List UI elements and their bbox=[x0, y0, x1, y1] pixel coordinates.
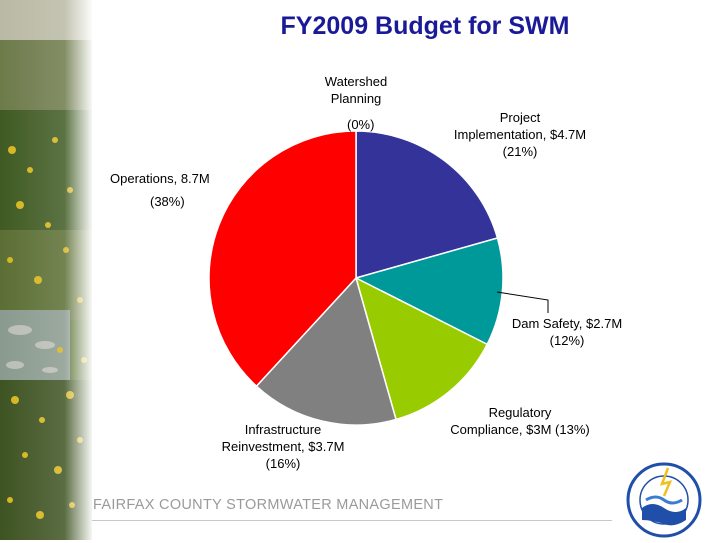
label-operations: Operations, 8.7M (38%) bbox=[110, 171, 210, 209]
dam-safety-leader-line bbox=[496, 291, 549, 313]
footer-divider bbox=[92, 520, 612, 521]
footer-agency-name: FAIRFAX COUNTY STORMWATER MANAGEMENT bbox=[93, 497, 444, 513]
slice-regulatory-compliance bbox=[354, 276, 489, 421]
slice-infrastructure-reinvestment bbox=[255, 276, 397, 426]
slice-dam-safety bbox=[353, 237, 504, 346]
nature-photo-strip bbox=[0, 0, 92, 540]
chart-title: FY2009 Budget for SWM bbox=[280, 12, 570, 40]
pct-watershed-planning: (0%) bbox=[347, 117, 375, 132]
label-regulatory-compliance: Regulatory Compliance, $3M (13%) bbox=[450, 405, 590, 437]
label-dam-safety: Dam Safety, $2.7M (12%) bbox=[511, 316, 623, 348]
label-watershed-planning: Watershed Planning bbox=[324, 74, 388, 106]
slice-project-implementation bbox=[355, 130, 499, 279]
slice-operations bbox=[208, 130, 357, 388]
label-project-implementation: Project Implementation, $4.7M (21%) bbox=[453, 110, 587, 159]
label-infrastructure-reinvestment: Infrastructure Reinvestment, $3.7M (16%) bbox=[221, 422, 345, 471]
stormwater-logo bbox=[618, 458, 710, 538]
